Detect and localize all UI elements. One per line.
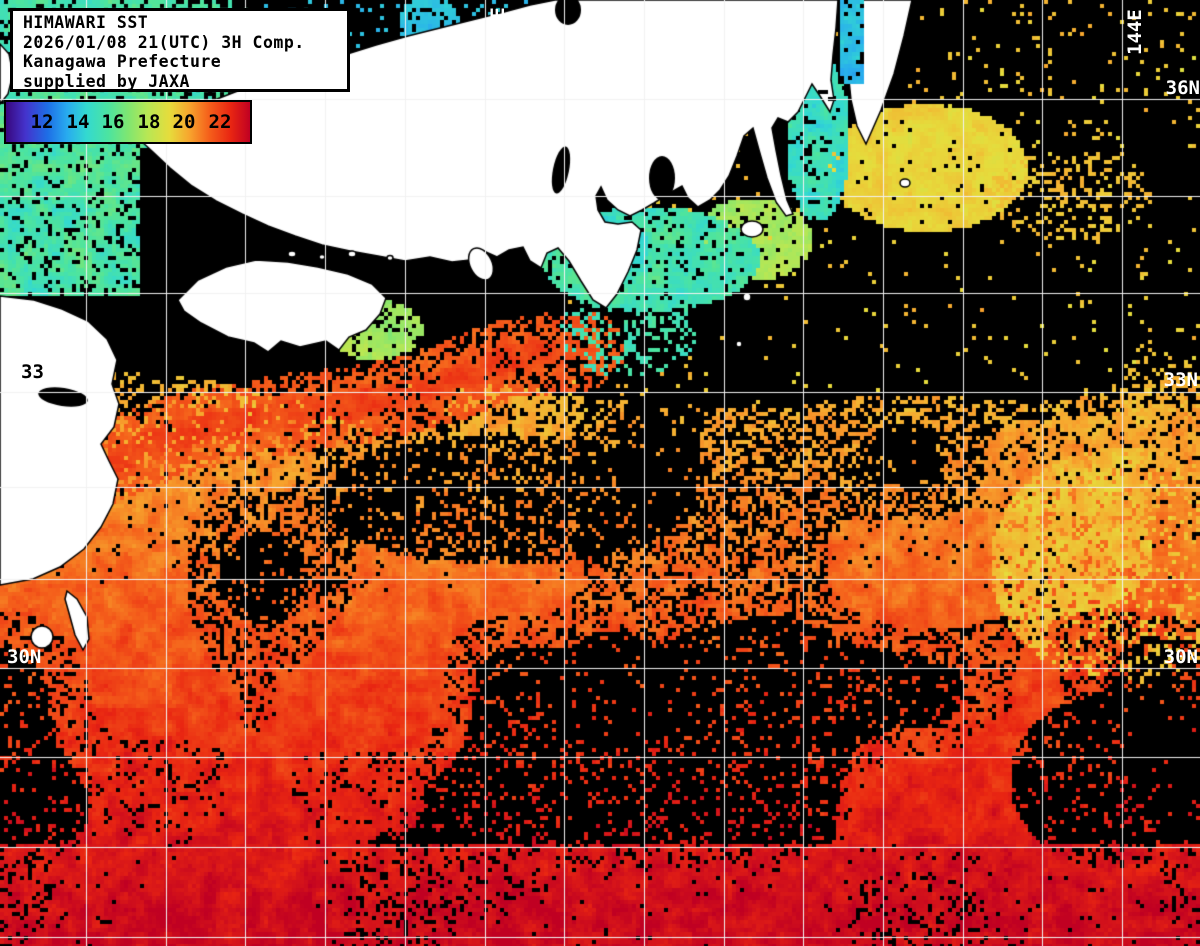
colorbar-gradient	[6, 102, 250, 142]
colorbar-tick-16: 16	[101, 111, 125, 133]
colorbar: 12 14 16 18 20 22	[4, 100, 252, 144]
product-region: Kanagawa Prefecture	[23, 52, 222, 71]
lat-label-36n-right: 36N	[1165, 77, 1200, 99]
lat-label-33-left: 33	[21, 361, 44, 383]
title-box: HIMAWARI SST 2026/01/08 21(UTC) 3H Comp.…	[10, 8, 350, 92]
meridian-label-136e: 136E	[487, 7, 509, 53]
colorbar-tick-20: 20	[172, 111, 196, 133]
lat-label-30n-left: 30N	[7, 646, 42, 668]
product-title: HIMAWARI SST	[23, 13, 149, 32]
colorbar-tick-22: 22	[208, 111, 232, 133]
meridian-label-144e: 144E	[1124, 9, 1146, 55]
lat-label-30n-right: 30N	[1163, 646, 1198, 668]
lat-label-33n-right: 33N	[1163, 369, 1198, 391]
colorbar-tick-14: 14	[66, 111, 90, 133]
colorbar-tick-12: 12	[30, 111, 54, 133]
colorbar-tick-18: 18	[137, 111, 161, 133]
product-credit: supplied by JAXA	[23, 71, 190, 91]
product-datetime: 2026/01/08 21(UTC) 3H Comp.	[23, 32, 305, 52]
